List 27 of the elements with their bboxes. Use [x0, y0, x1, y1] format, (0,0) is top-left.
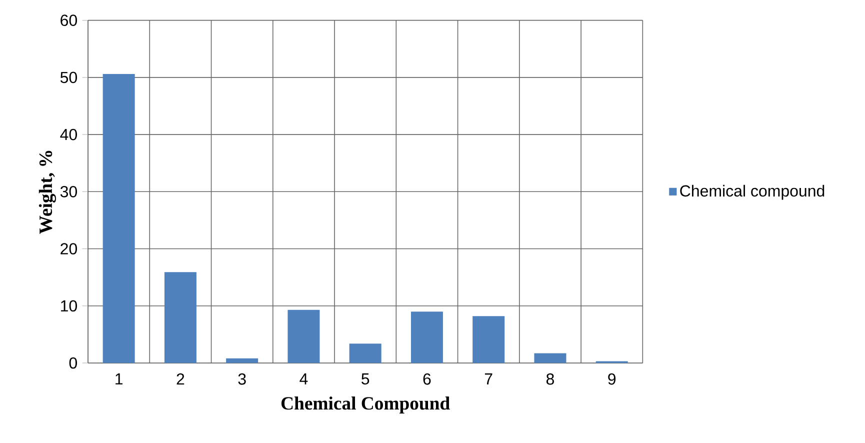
bar	[472, 316, 505, 363]
bar	[288, 310, 320, 363]
y-tick-label: 10	[61, 300, 77, 312]
bar	[102, 74, 135, 363]
y-tick-label: 50	[60, 72, 77, 84]
x-tick-label: 1	[116, 373, 122, 384]
y-tick-label: 40	[60, 128, 77, 140]
y-tick-label: 60	[60, 14, 77, 26]
y-tick-label: 20	[60, 243, 77, 254]
x-tick-label: 3	[238, 373, 246, 385]
bar	[226, 358, 258, 363]
bar	[349, 344, 382, 363]
y-axis-title: Weight, %	[38, 150, 56, 234]
bar	[164, 272, 196, 363]
x-axis-title: Chemical Compound	[281, 396, 450, 414]
x-tick-label: 7	[484, 373, 492, 384]
bar	[534, 353, 566, 363]
x-tick-label: 8	[546, 373, 554, 385]
x-tick-label: 6	[423, 373, 431, 385]
x-tick-label: 4	[300, 373, 308, 384]
x-tick-label: 9	[608, 373, 616, 385]
x-tick-label: 5	[362, 373, 370, 385]
legend-label: Chemical compound	[680, 184, 824, 200]
y-tick-label: 30	[60, 186, 77, 198]
y-tick-label: 0	[69, 357, 77, 369]
bar	[410, 312, 443, 363]
x-tick-label: 2	[176, 373, 184, 385]
